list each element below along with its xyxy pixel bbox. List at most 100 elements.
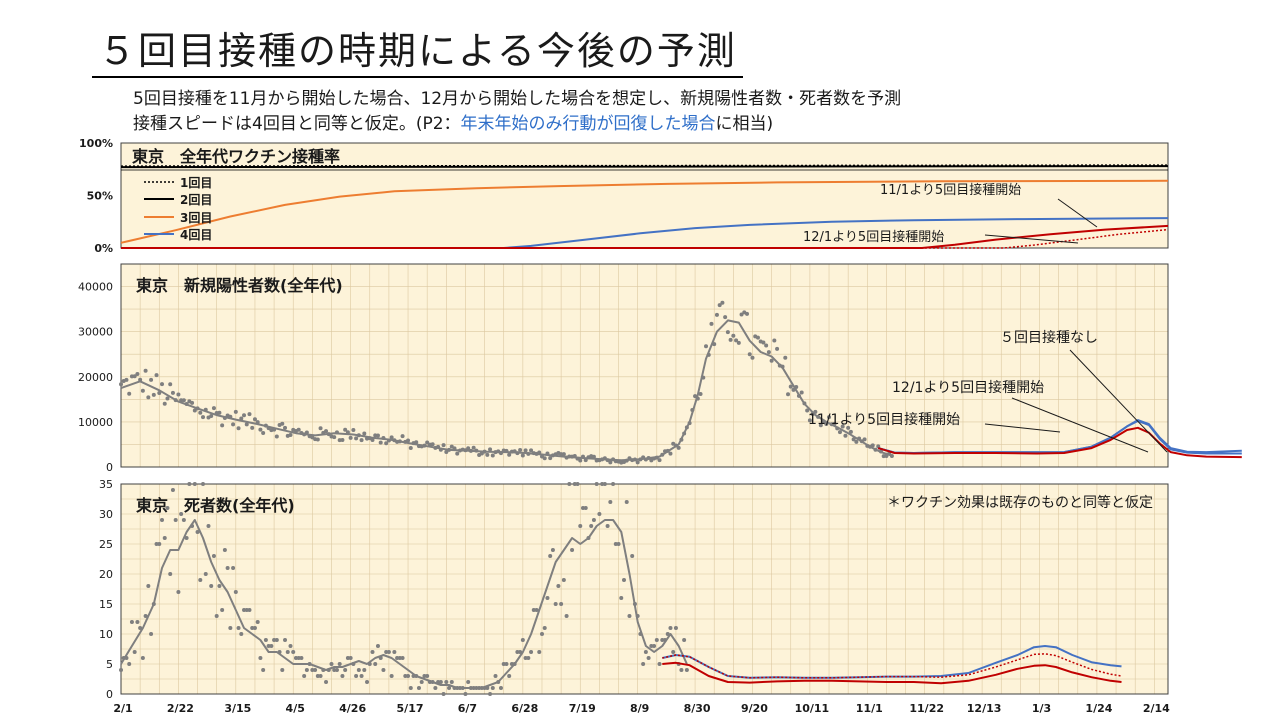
data-point xyxy=(119,668,123,672)
y-tick-label: 20000 xyxy=(78,371,113,384)
data-point xyxy=(550,548,555,552)
legend-label: 2回目 xyxy=(180,193,212,207)
data-point xyxy=(750,355,755,360)
data-point xyxy=(627,614,632,618)
data-point xyxy=(269,644,274,648)
series-line-2-4 xyxy=(877,426,1242,459)
data-point xyxy=(231,566,236,570)
data-point xyxy=(611,482,616,486)
data-point xyxy=(466,446,471,451)
data-point xyxy=(340,674,345,678)
data-point xyxy=(242,608,247,612)
data-point xyxy=(843,433,848,438)
data-point xyxy=(162,536,167,540)
data-point xyxy=(255,620,260,624)
y-tick-label: 100% xyxy=(79,137,113,150)
data-point xyxy=(862,437,867,442)
data-point xyxy=(408,446,413,451)
y-tick-label: 5 xyxy=(106,658,113,671)
data-point xyxy=(876,444,881,449)
data-point xyxy=(616,542,621,546)
data-point xyxy=(233,590,238,594)
data-point xyxy=(621,578,626,582)
data-point xyxy=(764,343,769,348)
y-tick-label: 50% xyxy=(87,190,113,203)
data-point xyxy=(507,452,512,457)
data-point xyxy=(736,340,741,345)
data-point xyxy=(220,608,225,612)
data-point xyxy=(250,425,255,430)
data-point xyxy=(676,445,681,450)
data-point xyxy=(657,458,662,463)
data-point xyxy=(406,674,411,678)
data-point xyxy=(441,692,446,696)
data-point xyxy=(165,506,170,510)
data-point xyxy=(714,312,719,317)
data-point xyxy=(463,692,468,696)
data-point xyxy=(332,668,337,672)
data-point xyxy=(608,500,613,504)
y-tick-label: 0 xyxy=(106,688,113,701)
data-point xyxy=(258,427,263,432)
data-point xyxy=(419,680,424,684)
plot-border xyxy=(120,483,1169,695)
y-tick-label: 40000 xyxy=(78,281,113,294)
data-point xyxy=(228,626,233,630)
data-point xyxy=(214,614,219,618)
data-point xyxy=(201,415,206,420)
data-point xyxy=(384,650,389,654)
data-point xyxy=(529,448,534,453)
data-point xyxy=(657,662,662,666)
panel-title: 東京 新規陽性者数(全年代) xyxy=(136,276,343,295)
data-point xyxy=(239,632,244,636)
data-point xyxy=(578,524,583,528)
series-line-3-3 xyxy=(662,653,1122,679)
annotation-leader xyxy=(1011,397,1149,453)
data-point xyxy=(127,391,132,396)
x-tick-label: 2/22 xyxy=(167,702,194,715)
data-point xyxy=(490,453,495,458)
data-point xyxy=(231,422,236,427)
x-tick-label: 9/20 xyxy=(741,702,768,715)
data-point xyxy=(206,524,211,528)
data-point xyxy=(296,427,301,432)
data-point xyxy=(146,395,151,400)
data-point xyxy=(766,350,771,355)
data-point xyxy=(444,680,449,684)
annotation-label: ５回目接種なし xyxy=(1000,329,1098,346)
data-point xyxy=(408,686,413,690)
data-point xyxy=(132,374,137,379)
data-point xyxy=(671,650,676,654)
data-point xyxy=(132,650,137,654)
data-point xyxy=(818,423,823,428)
data-point xyxy=(559,602,564,606)
annotation-leader xyxy=(984,234,1079,244)
data-point xyxy=(488,447,493,452)
data-point xyxy=(124,377,129,382)
data-point xyxy=(162,401,167,406)
data-point xyxy=(176,392,181,397)
data-point xyxy=(520,453,525,458)
data-point xyxy=(195,530,200,534)
legend-label: 3回目 xyxy=(180,211,212,225)
data-point xyxy=(285,650,290,654)
plot-border xyxy=(120,263,1169,468)
data-point xyxy=(403,674,408,678)
data-point xyxy=(222,548,227,552)
data-point xyxy=(652,644,657,648)
data-point xyxy=(378,440,383,445)
data-point xyxy=(471,445,476,450)
data-point xyxy=(165,396,170,401)
data-point xyxy=(315,674,320,678)
data-point xyxy=(673,626,678,630)
annotation-label: 12/1より5回目接種開始 xyxy=(803,229,944,245)
data-point xyxy=(332,435,337,440)
data-point xyxy=(252,626,257,630)
data-point xyxy=(537,650,542,654)
data-point xyxy=(266,644,271,648)
data-point xyxy=(140,388,145,393)
data-point xyxy=(397,656,402,660)
data-point xyxy=(140,656,145,660)
panel-note: ＊ワクチン効果は既存のものと同等と仮定 xyxy=(887,494,1153,511)
data-point xyxy=(406,438,411,443)
